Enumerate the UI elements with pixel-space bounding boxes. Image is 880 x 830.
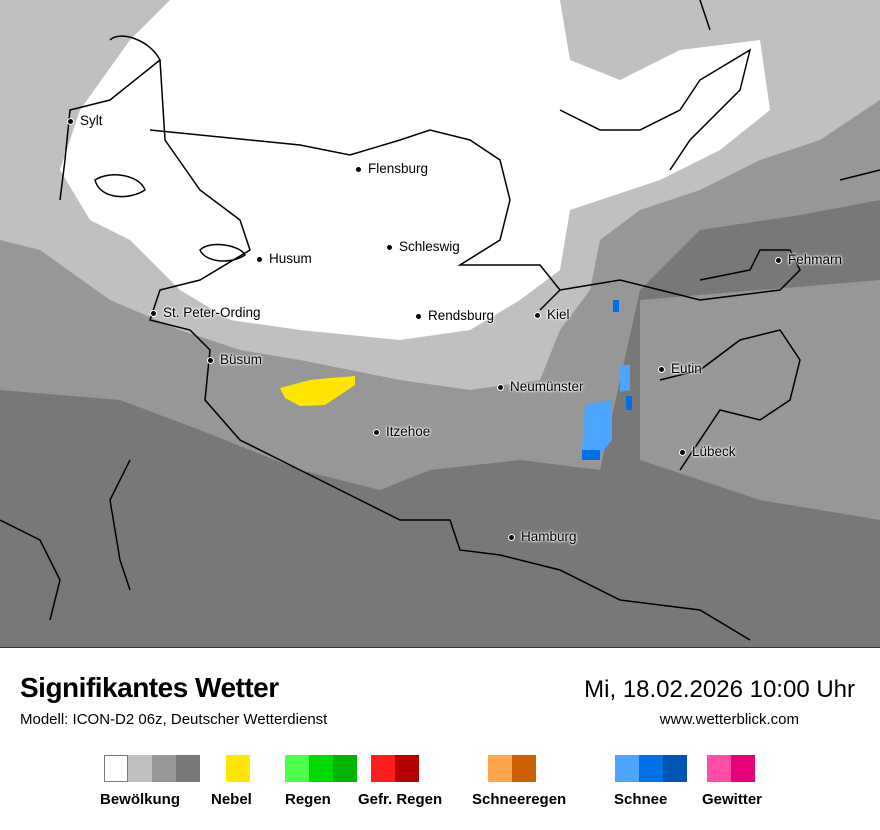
legend-swatches xyxy=(104,755,200,782)
city-dot-icon xyxy=(497,383,504,391)
city-label: Schleswig xyxy=(386,239,460,254)
city-label: Neumünster xyxy=(497,379,584,394)
snow-area xyxy=(582,365,630,455)
city-dot-icon xyxy=(775,256,782,264)
legend-swatch xyxy=(371,755,395,782)
legend-label: Bewölkung xyxy=(100,791,181,808)
legend-swatch xyxy=(488,755,512,782)
legend-label: Gefr. Regen xyxy=(358,791,443,808)
city-dot-icon xyxy=(207,356,214,364)
legend-label: Gewitter xyxy=(702,791,763,808)
city-dot-icon xyxy=(355,165,362,173)
city-dot-icon xyxy=(679,448,686,456)
legend-swatches xyxy=(371,755,419,782)
city-dot-icon xyxy=(67,117,74,125)
legend-swatch xyxy=(333,755,357,782)
legend-swatch xyxy=(707,755,731,782)
legend-swatch xyxy=(731,755,755,782)
city-dot-icon xyxy=(150,309,157,317)
legend-swatch xyxy=(395,755,419,782)
legend-label: Regen xyxy=(285,791,331,808)
legend-swatch xyxy=(285,755,309,782)
city-dot-icon xyxy=(658,365,665,373)
legend-swatch xyxy=(226,755,250,782)
city-dot-icon xyxy=(256,255,263,263)
city-label: Fehmarn xyxy=(775,252,842,267)
city-label: Hamburg xyxy=(508,529,577,544)
city-dot-icon xyxy=(534,311,541,319)
legend-swatch xyxy=(128,755,152,782)
coastlines xyxy=(0,0,880,641)
legend-label: Schnee xyxy=(614,791,668,808)
city-dot-icon xyxy=(508,533,515,541)
city-label: Rendsburg xyxy=(415,308,494,323)
legend-swatch xyxy=(309,755,333,782)
legend-label: Nebel xyxy=(211,791,252,808)
legend-swatches xyxy=(226,755,250,782)
city-label: Itzehoe xyxy=(373,424,430,439)
legend-swatches xyxy=(615,755,687,782)
model-info: Modell: ICON-D2 06z, Deutscher Wetterdie… xyxy=(20,711,328,728)
cloud-layer-medium-east xyxy=(640,280,880,520)
legend-swatch xyxy=(639,755,663,782)
legend-label: Schneeregen xyxy=(472,791,567,808)
city-label: Lübeck xyxy=(679,444,736,459)
city-dot-icon xyxy=(415,312,422,320)
city-dot-icon xyxy=(373,428,380,436)
map-title: Signifikantes Wetter xyxy=(20,672,279,703)
city-label: Büsum xyxy=(207,352,262,367)
forecast-datetime: Mi, 18.02.2026 10:00 Uhr xyxy=(584,676,855,703)
legend-swatches xyxy=(707,755,755,782)
legend-swatch xyxy=(663,755,687,782)
city-label: Sylt xyxy=(67,113,103,128)
city-label: Kiel xyxy=(534,307,570,322)
city-label: Flensburg xyxy=(355,161,428,176)
weather-map xyxy=(0,0,880,648)
legend-swatch xyxy=(152,755,176,782)
website-link[interactable]: www.wetterblick.com xyxy=(659,711,799,728)
city-label: St. Peter-Ording xyxy=(150,305,261,320)
city-dot-icon xyxy=(386,243,393,251)
legend-swatches xyxy=(488,755,536,782)
cloud-layer-clear xyxy=(60,0,770,340)
legend-swatch xyxy=(615,755,639,782)
city-label: Husum xyxy=(256,251,312,266)
legend-swatch xyxy=(104,755,128,782)
city-label: Eutin xyxy=(658,361,702,376)
legend-swatches xyxy=(285,755,357,782)
legend-swatch xyxy=(176,755,200,782)
legend-swatch xyxy=(512,755,536,782)
fog-area xyxy=(280,376,355,406)
